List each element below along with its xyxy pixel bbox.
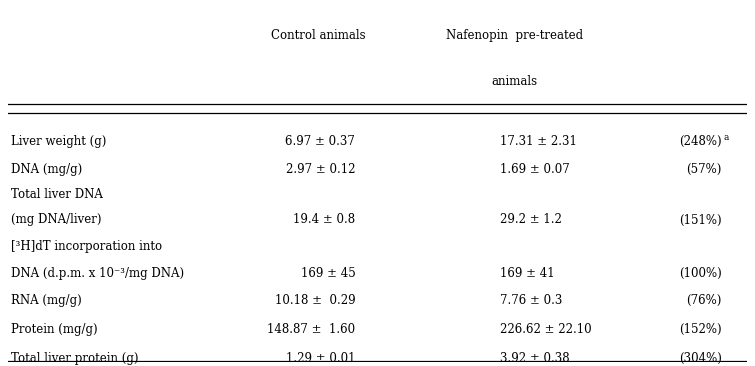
Text: 169 ± 45: 169 ± 45	[300, 267, 356, 280]
Text: a: a	[723, 133, 729, 142]
Text: (248%): (248%)	[679, 135, 722, 147]
Text: (57%): (57%)	[686, 163, 722, 176]
Text: 226.62 ± 22.10: 226.62 ± 22.10	[500, 323, 591, 336]
Text: 7.76 ± 0.3: 7.76 ± 0.3	[500, 294, 562, 307]
Text: 29.2 ± 1.2: 29.2 ± 1.2	[500, 213, 562, 227]
Text: RNA (mg/g): RNA (mg/g)	[11, 294, 82, 307]
Text: Total liver protein (g): Total liver protein (g)	[11, 352, 139, 365]
Text: DNA (d.p.m. x 10⁻³/mg DNA): DNA (d.p.m. x 10⁻³/mg DNA)	[11, 267, 184, 280]
Text: 19.4 ± 0.8: 19.4 ± 0.8	[293, 213, 356, 227]
Text: 1.69 ± 0.07: 1.69 ± 0.07	[500, 163, 569, 176]
Text: Total liver DNA: Total liver DNA	[11, 188, 103, 201]
Text: 3.92 ± 0.38: 3.92 ± 0.38	[500, 352, 569, 365]
Text: 10.18 ±  0.29: 10.18 ± 0.29	[275, 294, 356, 307]
Text: (304%): (304%)	[679, 352, 722, 365]
Text: 1.29 ± 0.01: 1.29 ± 0.01	[286, 352, 356, 365]
Text: 6.97 ± 0.37: 6.97 ± 0.37	[285, 135, 356, 147]
Text: (100%): (100%)	[679, 267, 722, 280]
Text: Control animals: Control animals	[271, 29, 365, 42]
Text: 169 ± 41: 169 ± 41	[500, 267, 554, 280]
Text: (152%): (152%)	[679, 323, 722, 336]
Text: Liver weight (g): Liver weight (g)	[11, 135, 106, 147]
Text: animals: animals	[492, 75, 538, 89]
Text: 2.97 ± 0.12: 2.97 ± 0.12	[286, 163, 356, 176]
Text: (76%): (76%)	[686, 294, 722, 307]
Text: [³H]dT incorporation into: [³H]dT incorporation into	[11, 240, 162, 253]
Text: (151%): (151%)	[679, 213, 722, 227]
Text: 17.31 ± 2.31: 17.31 ± 2.31	[500, 135, 577, 147]
Text: Protein (mg/g): Protein (mg/g)	[11, 323, 98, 336]
Text: DNA (mg/g): DNA (mg/g)	[11, 163, 82, 176]
Text: 148.87 ±  1.60: 148.87 ± 1.60	[267, 323, 356, 336]
Text: Nafenopin  pre-treated: Nafenopin pre-treated	[445, 29, 583, 42]
Text: (mg DNA/liver): (mg DNA/liver)	[11, 213, 102, 227]
